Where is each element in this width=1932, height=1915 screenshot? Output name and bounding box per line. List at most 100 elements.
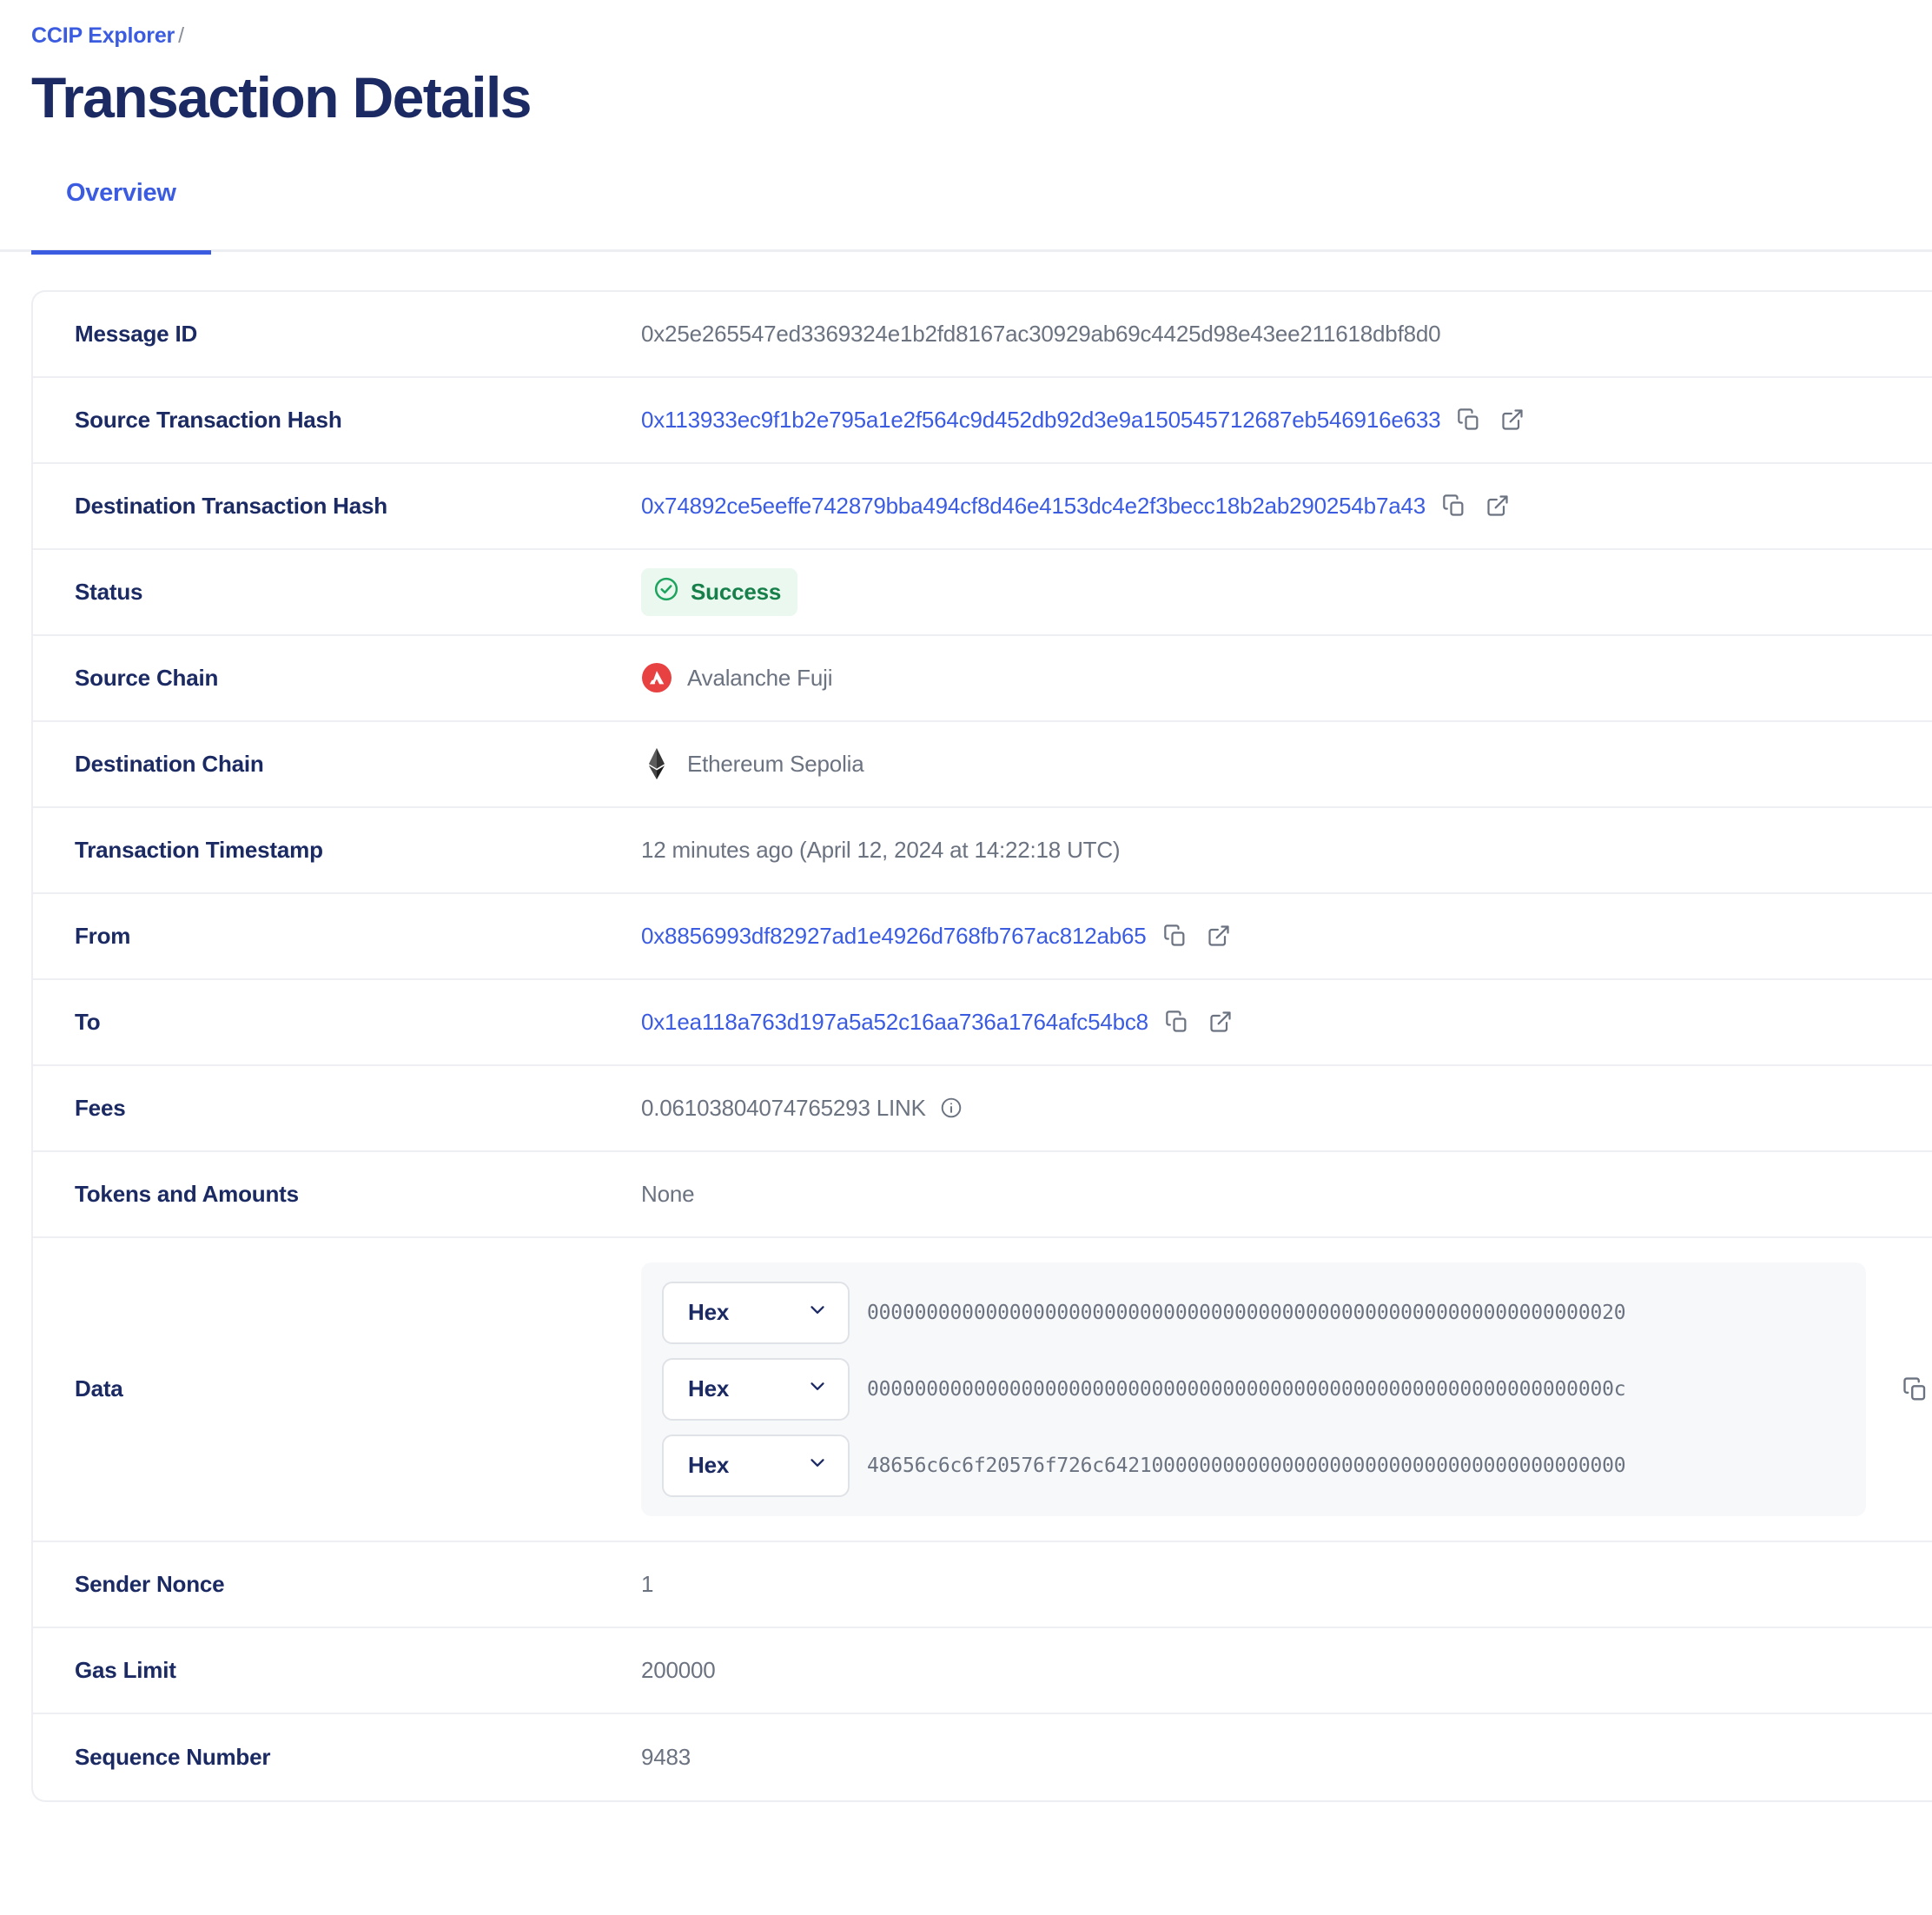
source-chain-label: Avalanche Fuji: [687, 664, 833, 691]
external-link-icon[interactable]: [1204, 921, 1234, 951]
gas-limit-value: 200000: [641, 1656, 716, 1683]
table-row-source-chain: Source Chain Avalanche Fuji: [33, 636, 1932, 722]
row-label-message-id: Message ID: [75, 320, 198, 347]
row-label-from: From: [75, 922, 131, 949]
data-format-select-1-label: Hex: [688, 1375, 730, 1402]
source-chain: Avalanche Fuji: [641, 662, 832, 693]
data-line: Hex 000000000000000000000000000000000000…: [662, 1357, 1845, 1421]
table-row-to: To 0x1ea118a763d197a5a52c16aa736a1764afc…: [33, 980, 1932, 1066]
row-label-timestamp: Transaction Timestamp: [75, 836, 323, 863]
row-label-destination-chain: Destination Chain: [75, 750, 264, 777]
destination-chain-label: Ethereum Sepolia: [687, 750, 864, 777]
data-line: Hex 48656c6c6f20576f726c6421000000000000…: [662, 1434, 1845, 1497]
tab-overview-label: Overview: [66, 178, 176, 207]
breadcrumb-separator: /: [178, 23, 184, 48]
row-label-tokens-and-amounts: Tokens and Amounts: [75, 1180, 299, 1207]
chevron-down-icon: [806, 1451, 829, 1480]
copy-icon[interactable]: [1161, 921, 1190, 951]
row-label-sender-nonce: Sender Nonce: [75, 1570, 225, 1597]
external-link-icon[interactable]: [1483, 491, 1512, 520]
breadcrumb: CCIP Explorer /: [0, 0, 1932, 49]
table-row-tokens-and-amounts: Tokens and Amounts None: [33, 1152, 1932, 1238]
row-value-tokens-and-amounts: None: [641, 1181, 1932, 1208]
table-row-destination-chain: Destination Chain Ethereum Sepolia: [33, 722, 1932, 808]
row-value-from: 0x8856993df82927ad1e4926d768fb767ac812ab…: [641, 921, 1932, 951]
table-row-sequence-number: Sequence Number 9483: [33, 1714, 1932, 1800]
copy-icon[interactable]: [1439, 491, 1469, 520]
row-value-timestamp: 12 minutes ago (April 12, 2024 at 14:22:…: [641, 837, 1932, 864]
sequence-number-value: 9483: [641, 1743, 691, 1770]
row-value-source-chain: Avalanche Fuji: [641, 662, 1932, 693]
data-hex-value-1: 0000000000000000000000000000000000000000…: [867, 1377, 1626, 1401]
row-label-fees: Fees: [75, 1094, 126, 1121]
row-value-to: 0x1ea118a763d197a5a52c16aa736a1764afc54b…: [641, 1007, 1932, 1037]
avalanche-logo-icon: [641, 662, 672, 693]
to-address-link[interactable]: 0x1ea118a763d197a5a52c16aa736a1764afc54b…: [641, 1008, 1148, 1035]
from-address-link[interactable]: 0x8856993df82927ad1e4926d768fb767ac812ab…: [641, 922, 1147, 949]
data-format-select-2-label: Hex: [688, 1452, 730, 1479]
table-row-destination-tx-hash: Destination Transaction Hash 0x74892ce5e…: [33, 464, 1932, 550]
data-format-select-0-label: Hex: [688, 1299, 730, 1326]
data-format-select-0[interactable]: Hex: [662, 1281, 850, 1344]
tokens-and-amounts-value: None: [641, 1180, 695, 1207]
chevron-down-icon: [806, 1375, 829, 1403]
copy-icon[interactable]: [1902, 1376, 1929, 1402]
data-format-select-1[interactable]: Hex: [662, 1357, 850, 1421]
table-row-gas-limit: Gas Limit 200000: [33, 1628, 1932, 1714]
table-row-data: Data Hex: [33, 1238, 1932, 1542]
row-value-sender-nonce: 1: [641, 1571, 1932, 1598]
table-row-fees: Fees 0.06103804074765293 LINK: [33, 1066, 1932, 1152]
row-value-message-id: 0x25e265547ed3369324e1b2fd8167ac30929ab6…: [641, 321, 1932, 348]
copy-icon[interactable]: [1162, 1007, 1192, 1037]
table-row-sender-nonce: Sender Nonce 1: [33, 1542, 1932, 1628]
data-hex-value-2: 48656c6c6f20576f726c64210000000000000000…: [867, 1454, 1626, 1477]
external-link-icon[interactable]: [1206, 1007, 1235, 1037]
check-circle-icon: [653, 576, 679, 608]
data-format-select-2[interactable]: Hex: [662, 1434, 850, 1497]
row-value-status: Success: [641, 567, 1932, 616]
row-value-destination-chain: Ethereum Sepolia: [641, 748, 1932, 780]
source-tx-hash-link[interactable]: 0x113933ec9f1b2e795a1e2f564c9d452db92d3e…: [641, 406, 1441, 433]
data-panel: Hex 000000000000000000000000000000000000…: [641, 1262, 1866, 1516]
data-lines: Hex 000000000000000000000000000000000000…: [662, 1281, 1845, 1497]
row-value-sequence-number: 9483: [641, 1744, 1932, 1771]
breadcrumb-link-ccip-explorer[interactable]: CCIP Explorer: [31, 23, 175, 48]
status-badge: Success: [641, 567, 798, 616]
table-row-from: From 0x8856993df82927ad1e4926d768fb767ac…: [33, 894, 1932, 980]
row-label-source-tx-hash: Source Transaction Hash: [75, 406, 342, 433]
tab-bar: Overview: [0, 178, 1932, 255]
row-value-destination-tx-hash: 0x74892ce5eeffe742879bba494cf8d46e4153dc…: [641, 491, 1932, 520]
info-icon[interactable]: [938, 1095, 964, 1121]
transaction-details-card: Message ID 0x25e265547ed3369324e1b2fd816…: [31, 289, 1932, 1802]
row-value-data: Hex 000000000000000000000000000000000000…: [641, 1238, 1932, 1541]
table-row-status: Status Success: [33, 550, 1932, 636]
page-title: Transaction Details: [31, 65, 532, 129]
table-row-source-tx-hash: Source Transaction Hash 0x113933ec9f1b2e…: [33, 378, 1932, 464]
copy-icon[interactable]: [1454, 405, 1484, 434]
row-label-to: To: [75, 1008, 101, 1035]
row-label-destination-tx-hash: Destination Transaction Hash: [75, 492, 387, 519]
table-row-message-id: Message ID 0x25e265547ed3369324e1b2fd816…: [33, 292, 1932, 378]
message-id-value: 0x25e265547ed3369324e1b2fd8167ac30929ab6…: [641, 320, 1441, 347]
external-link-icon[interactable]: [1498, 405, 1527, 434]
row-value-fees: 0.06103804074765293 LINK: [641, 1095, 1932, 1122]
destination-chain: Ethereum Sepolia: [641, 748, 864, 780]
sender-nonce-value: 1: [641, 1570, 654, 1597]
timestamp-value: 12 minutes ago (April 12, 2024 at 14:22:…: [641, 836, 1121, 863]
fees-value: 0.06103804074765293 LINK: [641, 1094, 926, 1121]
row-label-status: Status: [75, 578, 143, 605]
row-label-source-chain: Source Chain: [75, 664, 219, 691]
destination-tx-hash-link[interactable]: 0x74892ce5eeffe742879bba494cf8d46e4153dc…: [641, 492, 1426, 519]
chevron-down-icon: [806, 1298, 829, 1327]
row-label-data: Data: [75, 1375, 123, 1402]
table-row-timestamp: Transaction Timestamp 12 minutes ago (Ap…: [33, 808, 1932, 894]
data-line: Hex 000000000000000000000000000000000000…: [662, 1281, 1845, 1344]
tab-overview[interactable]: Overview: [31, 178, 211, 255]
status-badge-label: Success: [691, 578, 782, 605]
data-hex-value-0: 0000000000000000000000000000000000000000…: [867, 1301, 1626, 1324]
row-value-source-tx-hash: 0x113933ec9f1b2e795a1e2f564c9d452db92d3e…: [641, 405, 1932, 434]
row-label-gas-limit: Gas Limit: [75, 1656, 176, 1683]
row-value-gas-limit: 200000: [641, 1657, 1932, 1684]
row-label-sequence-number: Sequence Number: [75, 1743, 271, 1770]
